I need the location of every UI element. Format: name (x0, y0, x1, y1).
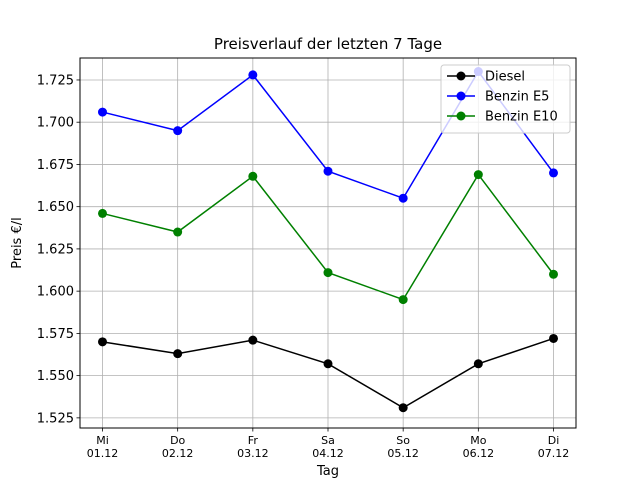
legend-marker (456, 71, 466, 81)
series-0 (98, 333, 558, 413)
x-tick-label-day: Mo (470, 434, 486, 447)
data-point (98, 107, 107, 117)
y-tick-label: 1.725 (37, 73, 74, 88)
legend-label: Benzin E10 (485, 110, 558, 125)
x-tick-label-day: Do (170, 434, 185, 447)
data-point (549, 168, 558, 178)
data-point (549, 269, 558, 279)
data-point (173, 227, 183, 237)
y-tick-label: 1.550 (37, 369, 74, 384)
x-tick-label-date: 07.12 (538, 447, 570, 460)
data-point (549, 333, 558, 343)
series-2 (98, 170, 558, 305)
data-point (98, 337, 107, 347)
legend-label: Diesel (485, 70, 525, 85)
data-point (473, 359, 483, 369)
x-tick-label-day: So (396, 434, 410, 447)
data-point (323, 268, 333, 278)
legend-marker (456, 91, 466, 101)
x-tick-label-day: Di (548, 434, 560, 447)
y-tick-label: 1.650 (37, 200, 74, 215)
data-point (248, 171, 258, 181)
data-point (473, 170, 483, 180)
x-tick-label-date: 02.12 (162, 447, 194, 460)
data-point (98, 208, 107, 218)
y-tick-label: 1.575 (37, 327, 74, 342)
x-tick-label-date: 04.12 (312, 447, 344, 460)
data-point (323, 359, 333, 369)
x-axis-label: Tag (316, 464, 339, 479)
y-tick-label: 1.675 (37, 158, 74, 173)
x-tick-label-date: 03.12 (237, 447, 269, 460)
y-axis: 1.525 1.550 1.575 1.600 1.625 1.650 1.675 1.700… (37, 73, 80, 426)
y-tick-label: 1.525 (37, 411, 74, 426)
x-tick-label-date: 05.12 (387, 447, 419, 460)
y-tick-label: 1.700 (37, 116, 74, 131)
legend-marker (456, 111, 466, 121)
x-tick-label-day: Sa (321, 434, 335, 447)
x-tick-label-date: 01.12 (87, 447, 119, 460)
legend-label: Benzin E5 (485, 90, 549, 105)
y-tick-label: 1.625 (37, 242, 74, 257)
data-point (248, 70, 258, 80)
legend: Diesel Benzin E5 Benzin E10 (440, 64, 571, 134)
data-point (398, 403, 408, 413)
data-point (323, 166, 333, 176)
y-axis-label: Preis €/l (10, 217, 25, 268)
data-point (248, 335, 258, 345)
x-tick-label-day: Mi (96, 434, 109, 447)
data-point (398, 193, 408, 203)
x-tick-label-day: Fr (248, 434, 259, 447)
data-point (398, 295, 408, 305)
chart-title: Preisverlauf der letzten 7 Tage (214, 35, 442, 53)
data-point (173, 126, 183, 136)
y-tick-label: 1.600 (37, 285, 74, 300)
x-tick-label-date: 06.12 (463, 447, 495, 460)
data-point (173, 349, 183, 359)
